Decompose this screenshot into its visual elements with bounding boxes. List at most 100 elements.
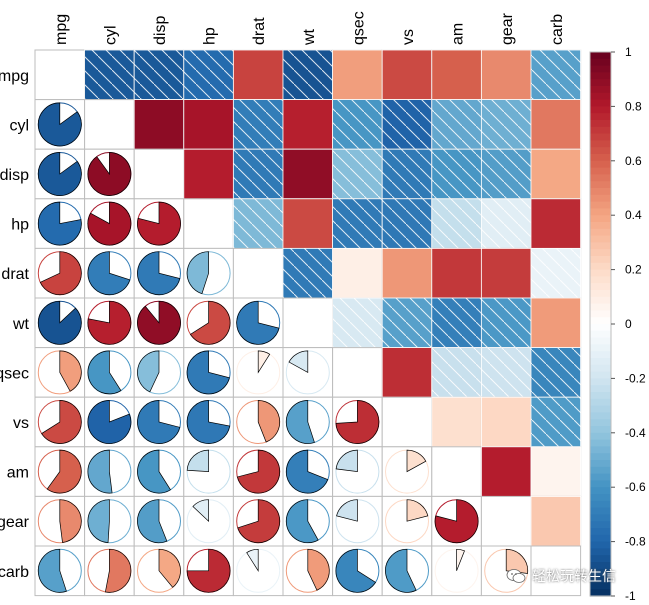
pie-carb-hp — [186, 548, 231, 593]
cell-gear-mpg — [34, 495, 86, 547]
cell-vs-disp — [133, 396, 185, 448]
cell-wt-cyl — [84, 297, 135, 349]
cell-disp-disp — [133, 148, 185, 200]
pie-carb-gear — [505, 548, 529, 574]
cell-vs-am — [431, 396, 482, 448]
pie-am-disp — [137, 449, 172, 494]
pie-carb-cyl — [104, 548, 132, 593]
row-label-disp: disp — [0, 167, 29, 184]
row-label-cyl: cyl — [9, 117, 29, 134]
cell-cyl-drat — [232, 99, 284, 150]
pie-vs-cyl — [87, 400, 132, 444]
shade-cyl-hp — [183, 99, 234, 150]
cell-am-wt — [282, 446, 334, 497]
pie-carb-disp — [158, 548, 181, 588]
pie-wt-mpg — [37, 300, 82, 345]
row-labels: mpg cyl disp hp drat wt qsec vs am gear carb — [0, 68, 30, 581]
cell-cyl-am — [431, 99, 482, 150]
pie-carb-drat — [246, 548, 259, 573]
cell-hp-vs — [381, 198, 433, 249]
pie-qsec-hp — [186, 350, 230, 395]
cell-wt-drat — [232, 297, 284, 349]
cell-qsec-am — [431, 347, 482, 398]
shade-am-gear — [481, 446, 531, 497]
pie-qsec-disp — [137, 350, 160, 393]
cell-cyl-hp — [183, 99, 234, 150]
cell-drat-drat — [232, 247, 284, 299]
pie-disp-cyl — [87, 152, 132, 196]
pie-wt-disp — [137, 300, 181, 345]
cell-hp-disp — [133, 198, 185, 249]
pie-vs-wt — [285, 400, 315, 444]
cell-cyl-carb — [530, 99, 582, 150]
cell-wt-vs — [381, 297, 433, 349]
pie-drat-cyl — [87, 251, 131, 296]
pie-qsec-mpg — [59, 350, 82, 392]
cell-hp-wt — [282, 198, 334, 249]
cell-vs-carb — [530, 396, 582, 448]
cell-disp-carb — [530, 148, 582, 200]
pie-wt-hp — [189, 300, 231, 345]
shade-disp-wt — [283, 149, 333, 199]
pie-vs-drat — [257, 400, 281, 443]
cell-vs-qsec — [332, 396, 383, 448]
cell-vs-drat — [232, 396, 284, 448]
colorbar-tick-label: -0.4 — [625, 426, 646, 440]
cell-cyl-disp — [133, 99, 185, 150]
pie-qsec-wt — [288, 350, 309, 373]
pie-am-qsec — [335, 449, 358, 472]
shade-hp-wt — [283, 198, 333, 249]
cell-mpg-qsec — [332, 49, 383, 101]
pie-wt-cyl — [87, 300, 132, 345]
cell-carb-disp — [133, 545, 185, 597]
row-label-mpg: mpg — [0, 68, 29, 85]
col-label-wt: wt — [301, 28, 318, 46]
cell-mpg-gear — [480, 49, 532, 101]
colorbar-tick-label: 0.2 — [625, 263, 642, 277]
pie-qsec-cyl — [87, 350, 122, 395]
pie-gear-mpg — [59, 499, 82, 543]
cell-gear-hp — [183, 495, 234, 547]
cell-qsec-gear — [480, 347, 532, 398]
cell-cyl-mpg — [34, 99, 86, 150]
cell-cyl-gear — [480, 99, 532, 150]
pie-gear-vs — [406, 499, 429, 522]
pie-drat-hp — [186, 251, 209, 295]
shade-cyl-carb — [531, 99, 581, 150]
cell-am-cyl — [84, 446, 135, 497]
cell-am-am — [431, 446, 482, 497]
cell-disp-drat — [232, 148, 284, 200]
pie-vs-hp — [186, 400, 231, 444]
pie-gear-disp — [137, 499, 168, 544]
cell-wt-carb — [530, 297, 582, 349]
cell-am-mpg — [34, 446, 86, 497]
column-labels: mpg cyl disp hp drat wt qsec vs am gear carb — [53, 11, 566, 46]
cell-hp-carb — [530, 198, 582, 249]
cell-wt-gear — [480, 297, 532, 349]
cell-mpg-disp — [133, 49, 185, 101]
cell-disp-cyl — [84, 148, 135, 200]
cell-qsec-wt — [282, 347, 334, 398]
cell-gear-am — [431, 495, 482, 547]
col-label-mpg: mpg — [53, 14, 70, 45]
cell-vs-mpg — [34, 396, 86, 448]
cell-disp-vs — [381, 148, 433, 200]
pie-am-drat — [236, 449, 281, 494]
cell-wt-qsec — [332, 297, 383, 349]
cell-gear-qsec — [332, 495, 383, 547]
cell-qsec-carb — [530, 347, 582, 398]
shade-mpg-vs — [382, 50, 432, 100]
cell-carb-am — [431, 545, 482, 597]
pie-am-vs — [406, 449, 427, 473]
cell-wt-wt — [282, 297, 334, 349]
pie-am-wt — [285, 449, 329, 494]
cell-drat-mpg — [34, 247, 86, 299]
shade-drat-gear — [481, 248, 531, 298]
cell-am-carb — [530, 446, 582, 497]
row-label-vs: vs — [13, 415, 29, 432]
cell-am-qsec — [332, 446, 383, 497]
cell-qsec-drat — [232, 347, 284, 398]
pie-am-cyl — [87, 449, 113, 494]
pie-hp-mpg — [37, 201, 82, 246]
